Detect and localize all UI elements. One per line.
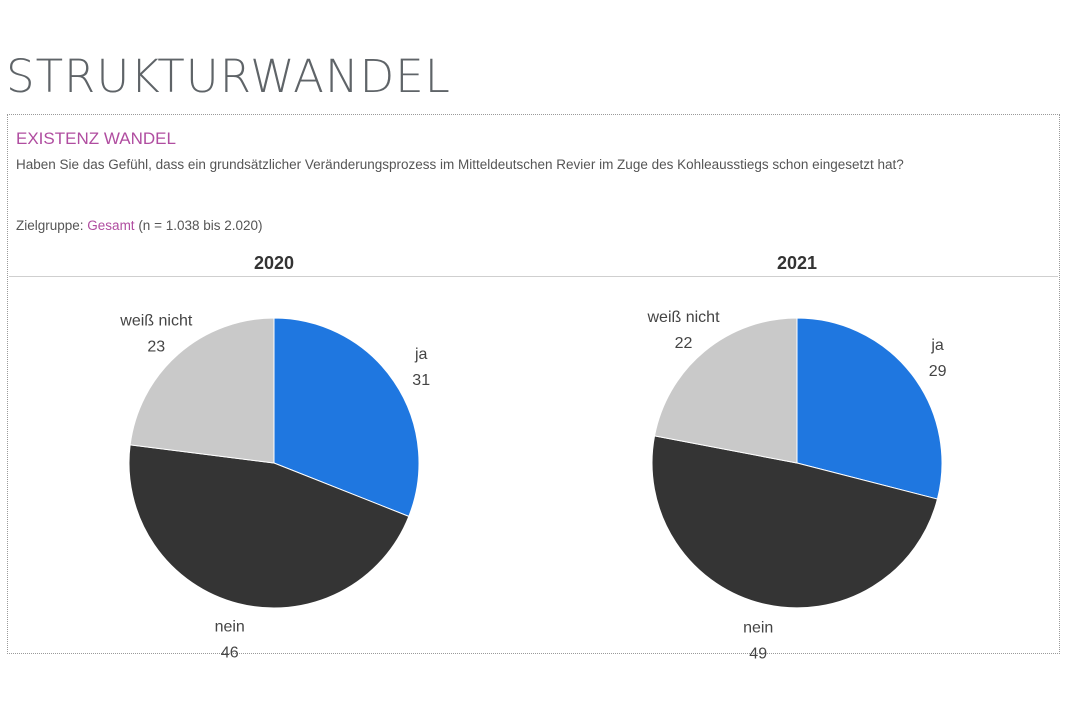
pie-slice-weiss-nicht[interactable]	[129, 317, 275, 464]
slice-label-weiss-nicht: weiß nicht	[119, 313, 193, 330]
section-title: EXISTENZ WANDEL	[16, 129, 176, 148]
pie-chart-2020: ja 31 nein 46 weiß nicht 23	[119, 313, 430, 662]
pie-chart-2021: ja 29 nein 49 weiß nicht 22	[646, 309, 947, 663]
divider	[9, 276, 1058, 277]
slice-label-ja: ja	[930, 337, 944, 354]
target-group-label: Zielgruppe:	[16, 218, 88, 233]
sample-size: (n = 1.038 bis 2.020)	[134, 218, 263, 233]
slice-value-ja: 29	[929, 363, 947, 380]
slice-value-nein: 49	[749, 646, 767, 663]
target-group: Zielgruppe: Gesamt (n = 1.038 bis 2.020)	[16, 218, 263, 233]
page-title: STRUKTURWANDEL	[6, 50, 451, 103]
question-text: Haben Sie das Gefühl, dass ein grundsätz…	[16, 157, 904, 172]
pie-slice-nein[interactable]	[651, 435, 939, 609]
chart-title-2021: 2021	[776, 253, 818, 273]
pie-slice-ja[interactable]	[796, 317, 943, 500]
slice-label-ja: ja	[414, 346, 428, 363]
pie-slice-weiss-nicht[interactable]	[653, 317, 798, 464]
chart-title-2020: 2020	[253, 253, 295, 273]
slice-value-weiss-nicht: 22	[675, 335, 693, 352]
slice-value-ja: 31	[412, 372, 430, 389]
target-group-value[interactable]: Gesamt	[87, 218, 135, 233]
pie-slice-ja[interactable]	[273, 317, 420, 518]
chart-panel: EXISTENZ WANDEL Haben Sie das Gefühl, da…	[7, 114, 1060, 663]
slice-label-nein: nein	[743, 620, 773, 637]
slice-label-weiss-nicht: weiß nicht	[646, 309, 720, 326]
pie-slice-nein[interactable]	[128, 444, 410, 609]
slice-label-nein: nein	[215, 618, 245, 635]
slice-value-nein: 46	[221, 644, 239, 661]
slice-value-weiss-nicht: 23	[147, 339, 165, 356]
